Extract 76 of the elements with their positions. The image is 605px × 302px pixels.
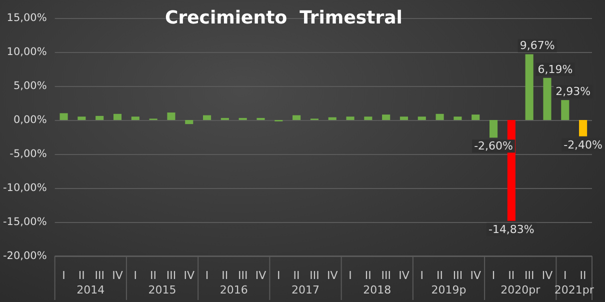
x-tick-label: I (277, 269, 280, 282)
y-tick-label: 10,00% (6, 46, 47, 58)
bar (328, 117, 336, 120)
bar (579, 120, 588, 136)
x-tick-label: II (78, 269, 85, 282)
x-tick-label: II (293, 269, 300, 282)
x-tick-label: II (222, 269, 228, 282)
chart-title: Crecimiento Trimestral (165, 8, 402, 28)
x-tick-label: IV (255, 269, 267, 282)
bar (561, 100, 570, 120)
x-tick-label: III (381, 269, 391, 282)
y-tick-label: 5,00% (13, 80, 47, 92)
x-tick-label: III (166, 269, 176, 282)
text: 2015 (148, 284, 176, 296)
x-tick-label: II (508, 269, 515, 282)
data-label: -14,83% (488, 222, 534, 236)
text: 2019p (431, 284, 466, 296)
data-label: 9,67% (520, 39, 555, 52)
bar (454, 116, 462, 120)
bar (364, 116, 372, 120)
x-tick-label: III (452, 269, 463, 282)
x-tick-label: III (524, 269, 534, 282)
x-tick-label: II (150, 269, 157, 282)
x-tick-label: IV (184, 269, 195, 282)
bar (382, 114, 390, 120)
x-tick-label: II (580, 269, 586, 282)
x-tick-label: I (492, 269, 496, 282)
data-label: 6,19% (538, 62, 573, 76)
x-tick-label: I (134, 269, 138, 282)
x-tick-label: II (364, 269, 372, 282)
bar (292, 115, 301, 120)
x-tick-label: III (310, 269, 320, 282)
x-tick-label: I (205, 269, 209, 282)
data-label: -2,40% (564, 138, 603, 152)
y-tick-label: 15,00% (6, 12, 47, 24)
x-tick-label: I (564, 269, 567, 282)
bar (96, 116, 104, 120)
y-tick-label: -20,00% (2, 250, 47, 262)
y-tick-label: 0,00% (13, 114, 47, 126)
bar (472, 114, 480, 120)
text: 2016 (220, 284, 248, 296)
x-tick-label: IV (398, 269, 410, 282)
data-label: -2,60% (474, 140, 513, 153)
text: 2017 (292, 284, 320, 296)
y-tick-label: -15,00% (2, 216, 47, 228)
bar (346, 116, 354, 120)
bar (436, 114, 444, 120)
bar (418, 116, 426, 120)
y-tick-label: -10,00% (2, 182, 47, 194)
y-tick-label: -5,00% (10, 148, 47, 160)
x-tick-label: I (420, 269, 424, 282)
x-tick-label: IV (470, 269, 482, 282)
bar (489, 120, 498, 138)
x-tick-label: I (348, 269, 352, 282)
x-tick-label: I (62, 269, 66, 282)
bar (543, 78, 552, 120)
x-tick-label: IV (542, 269, 554, 282)
data-label: 2,93% (556, 85, 591, 98)
x-tick-label: III (238, 269, 248, 282)
x-tick-label: IV (112, 269, 124, 282)
bar (525, 54, 534, 120)
x-tick-label: III (94, 269, 104, 282)
bar (113, 114, 122, 120)
bar (60, 113, 68, 120)
x-tick-label: IV (326, 269, 338, 282)
text: 2014 (76, 284, 105, 296)
text: 2018 (363, 284, 392, 296)
text: 2021pr (554, 284, 594, 296)
bar (78, 116, 86, 120)
bar (400, 116, 408, 120)
bar (185, 120, 194, 124)
bar (131, 116, 140, 120)
x-tick-label: II (436, 269, 444, 282)
bar (202, 115, 212, 120)
bar (167, 112, 176, 120)
text: 2020pr (500, 284, 541, 296)
